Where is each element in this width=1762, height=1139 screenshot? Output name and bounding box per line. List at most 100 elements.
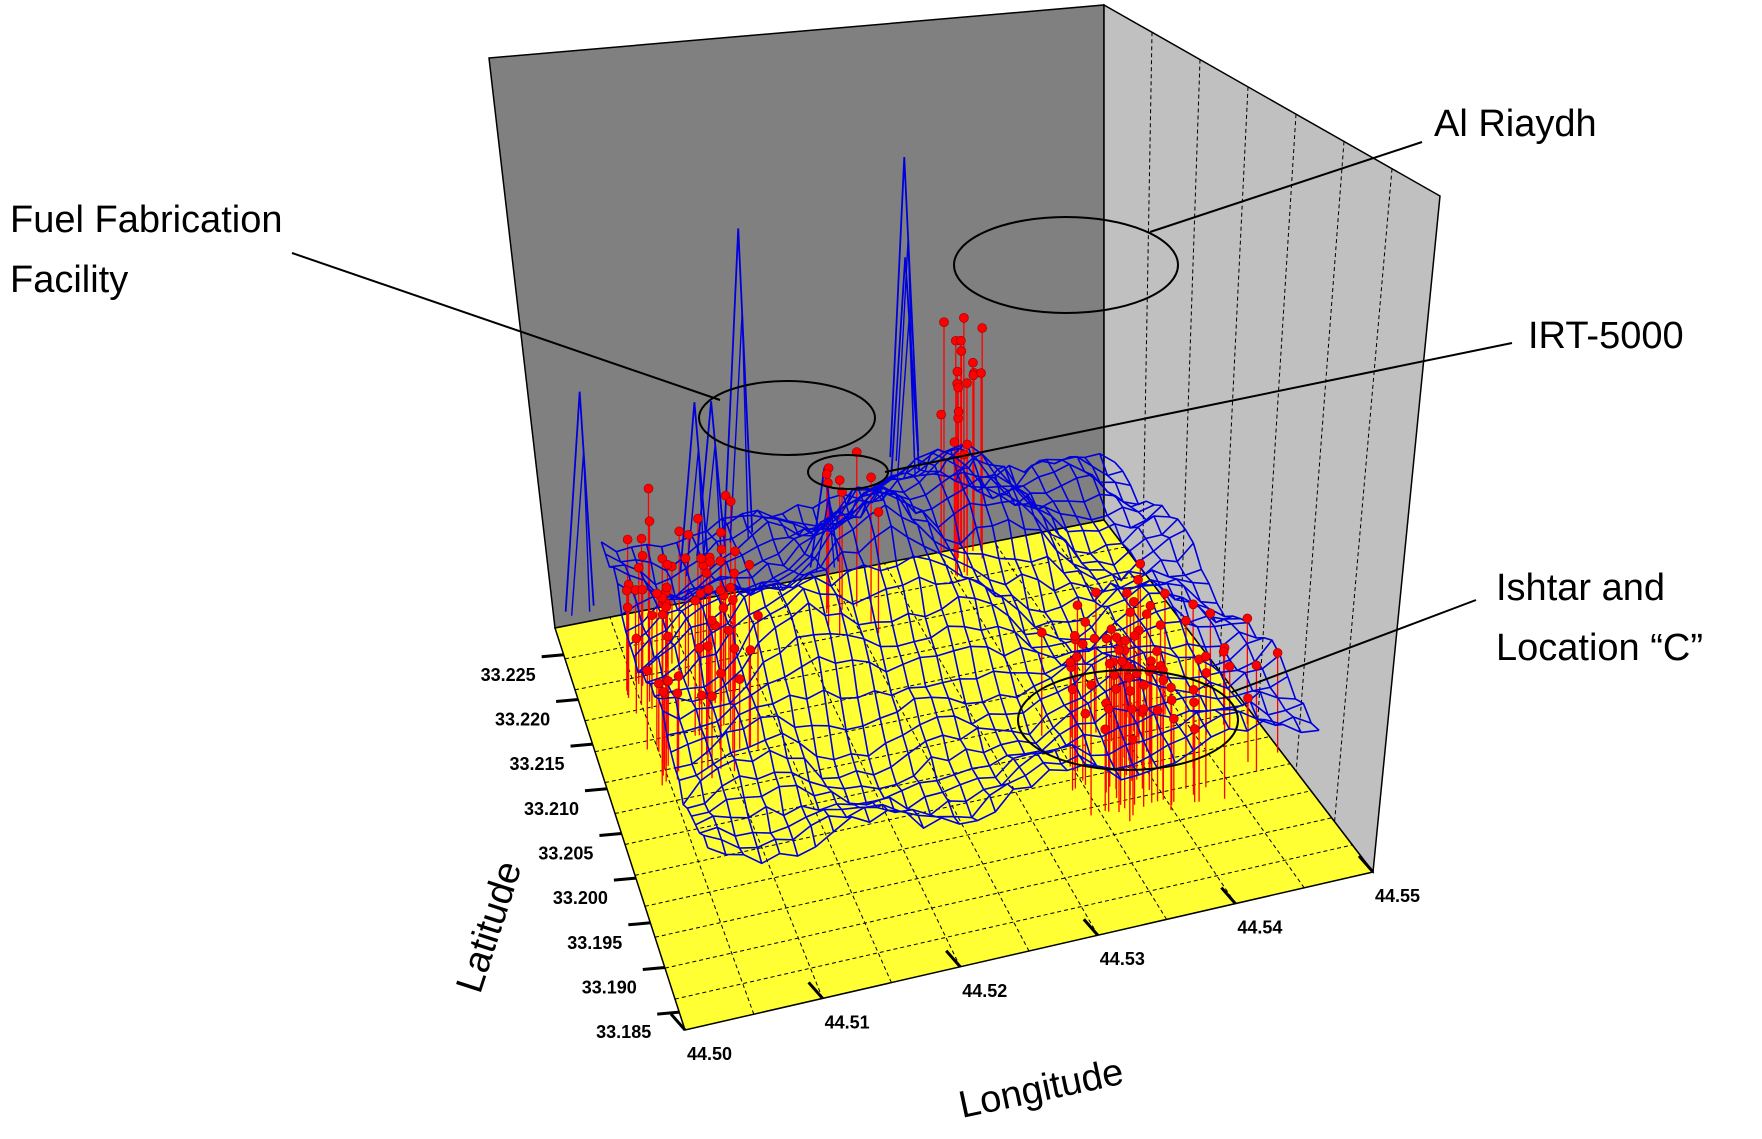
annotation-ishtar-line2: Location “C”	[1496, 627, 1703, 669]
sample-point	[1152, 705, 1163, 716]
x-tick-mark	[807, 981, 824, 1000]
annotation-ishtar-line1: Ishtar and	[1496, 567, 1665, 609]
sample-point	[1166, 695, 1177, 705]
sample-point	[657, 553, 668, 564]
sample-point	[1152, 646, 1162, 656]
sample-point	[1133, 575, 1143, 585]
sample-point	[1272, 648, 1283, 658]
sample-point	[661, 602, 671, 613]
sample-point	[744, 560, 755, 570]
annotation-irt-line1: IRT-5000	[1528, 315, 1684, 357]
surface-spike	[570, 451, 591, 616]
sample-point	[1067, 684, 1078, 695]
sample-point	[1122, 588, 1132, 598]
sample-point	[1106, 624, 1117, 635]
sample-point	[718, 603, 729, 613]
sample-point	[1139, 680, 1149, 690]
sample-point	[1189, 697, 1199, 708]
sample-point	[1160, 588, 1170, 599]
sample-point	[1103, 704, 1114, 714]
sample-point	[1072, 651, 1082, 662]
y-tick-label: 33.220	[495, 709, 550, 729]
sample-point	[705, 557, 716, 567]
sample-point	[728, 595, 738, 605]
surface-spike	[729, 310, 749, 543]
side-grid-line	[1334, 168, 1393, 822]
sample-point	[680, 553, 691, 564]
sample-point	[725, 496, 736, 507]
side-grid-line	[1141, 32, 1153, 571]
surface-line	[674, 631, 1257, 769]
sample-point	[707, 615, 717, 626]
sample-point	[753, 610, 763, 621]
sample-point	[725, 582, 736, 593]
surface-line	[609, 451, 1131, 586]
y-tick-mark	[555, 697, 579, 703]
y-tick-label: 33.215	[509, 754, 564, 774]
sample-point	[1080, 617, 1091, 627]
floor-grid-line	[674, 844, 1353, 1000]
surface-line	[613, 448, 1139, 598]
surface-spike	[815, 497, 836, 572]
sample-point	[663, 631, 673, 642]
annotation-fuel-leader	[291, 252, 721, 401]
y-tick-label: 33.195	[567, 933, 622, 953]
surface-spike	[723, 228, 754, 539]
sample-point	[633, 562, 644, 573]
surface-line	[650, 555, 1210, 685]
floor-grid-line	[883, 562, 1099, 936]
annotation-fuel-line2: Facility	[10, 259, 128, 301]
floor-grid-line	[644, 763, 1291, 907]
sample-point	[977, 323, 987, 333]
surface-line	[682, 639, 1273, 806]
sample-point	[672, 688, 683, 699]
floor-grid-line	[664, 817, 1332, 969]
sample-point	[716, 527, 726, 538]
annotation-riaydh-leader	[1149, 141, 1423, 233]
x-tick-label: 44.50	[687, 1044, 732, 1064]
sample-point	[1077, 639, 1088, 649]
sample-point	[821, 469, 832, 479]
sample-point	[1125, 607, 1136, 618]
sample-point	[953, 382, 963, 393]
sample-points	[622, 313, 1283, 745]
x-tick-label: 44.53	[1100, 949, 1145, 969]
surface-spike	[890, 257, 921, 478]
side-grid-line	[1180, 59, 1201, 621]
y-axis-title: Latitude	[449, 856, 531, 998]
sample-point	[953, 406, 964, 417]
x-axis-title: Longitude	[955, 1051, 1127, 1127]
sample-point	[1089, 633, 1100, 644]
sample-point	[745, 645, 756, 655]
surface-spike	[564, 391, 595, 612]
sample-point	[1124, 672, 1134, 683]
sample-point	[643, 483, 654, 494]
floor-grid-line	[774, 584, 961, 968]
sample-point	[1111, 632, 1122, 643]
x-tick-label: 44.52	[962, 981, 1007, 1001]
sample-point	[715, 585, 726, 596]
y-tick-label: 33.210	[524, 799, 579, 819]
sample-point	[729, 568, 740, 579]
sample-point	[637, 551, 648, 561]
sample-point	[1218, 646, 1229, 657]
sample-point	[1205, 608, 1216, 619]
sample-point	[936, 409, 946, 420]
sample-point	[1080, 708, 1091, 719]
sample-point	[674, 526, 684, 537]
sample-point	[1242, 613, 1253, 624]
surface-line	[695, 690, 1296, 826]
sample-point	[1224, 661, 1235, 672]
sample-point	[1069, 630, 1080, 641]
floor-grid-line	[1048, 530, 1305, 889]
sample-point	[962, 378, 972, 388]
y-tick-label: 33.185	[596, 1022, 651, 1042]
surface-peaks	[564, 156, 921, 616]
y-tick-mark	[628, 921, 651, 927]
sample-point	[694, 643, 705, 653]
sample-point	[673, 671, 684, 682]
sample-point	[730, 546, 740, 557]
sample-point	[1129, 631, 1140, 641]
